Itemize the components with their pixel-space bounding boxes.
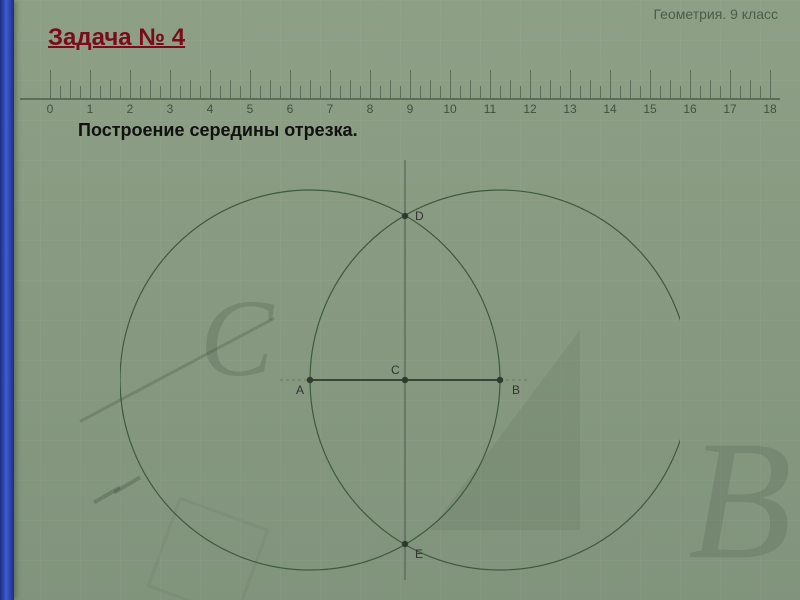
label-c: C bbox=[391, 363, 400, 377]
ruler-number: 16 bbox=[683, 102, 696, 116]
label-e: E bbox=[415, 547, 423, 561]
slide: Геометрия. 9 класс Задача № 4 0123456789… bbox=[0, 0, 800, 600]
ruler-number: 0 bbox=[47, 102, 54, 116]
ruler: 0123456789101112131415161718 bbox=[20, 52, 780, 100]
bg-letter-b: B bbox=[688, 403, 792, 598]
point-d bbox=[402, 213, 408, 219]
label-b: B bbox=[512, 383, 520, 397]
point-c bbox=[402, 377, 408, 383]
ruler-number: 15 bbox=[643, 102, 656, 116]
point-b bbox=[497, 377, 503, 383]
task-subtitle: Построение середины отрезка. bbox=[78, 120, 358, 141]
ruler-number: 13 bbox=[563, 102, 576, 116]
ruler-number: 18 bbox=[763, 102, 776, 116]
ruler-number: 8 bbox=[367, 102, 374, 116]
point-a bbox=[307, 377, 313, 383]
ruler-number: 2 bbox=[127, 102, 134, 116]
ruler-number: 5 bbox=[247, 102, 254, 116]
label-a: A bbox=[296, 383, 304, 397]
ruler-number: 9 bbox=[407, 102, 414, 116]
ruler-number: 14 bbox=[603, 102, 616, 116]
left-accent-bar bbox=[0, 0, 14, 600]
label-d: D bbox=[415, 209, 424, 223]
subject-label: Геометрия. 9 класс bbox=[654, 6, 778, 22]
task-title: Задача № 4 bbox=[48, 24, 185, 52]
ruler-number: 17 bbox=[723, 102, 736, 116]
ruler-number: 6 bbox=[287, 102, 294, 116]
ruler-number: 3 bbox=[167, 102, 174, 116]
construction-svg: A B C D E bbox=[120, 150, 680, 590]
point-e bbox=[402, 541, 408, 547]
ruler-number: 12 bbox=[523, 102, 536, 116]
ruler-number: 11 bbox=[484, 102, 496, 116]
ruler-number: 7 bbox=[327, 102, 334, 116]
ruler-number: 10 bbox=[443, 102, 456, 116]
ruler-number: 1 bbox=[87, 102, 94, 116]
construction-figure: A B C D E bbox=[120, 150, 680, 590]
ruler-number: 4 bbox=[207, 102, 214, 116]
